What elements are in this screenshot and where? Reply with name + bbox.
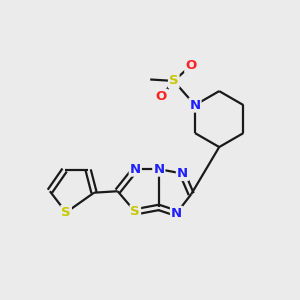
Text: N: N (177, 167, 188, 180)
Text: N: N (130, 163, 141, 176)
Text: O: O (156, 90, 167, 103)
Text: N: N (153, 163, 164, 176)
Text: S: S (61, 206, 71, 219)
Text: S: S (169, 74, 178, 88)
Text: N: N (189, 99, 200, 112)
Text: O: O (185, 59, 196, 72)
Text: N: N (171, 207, 182, 220)
Text: S: S (130, 205, 140, 218)
